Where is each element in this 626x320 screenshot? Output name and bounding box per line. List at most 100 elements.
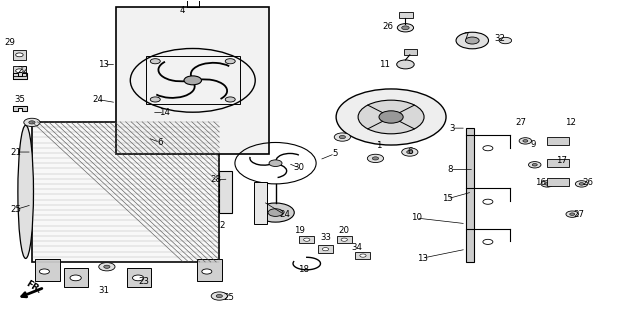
Text: 2: 2: [220, 221, 225, 230]
Circle shape: [465, 37, 479, 44]
Circle shape: [372, 157, 379, 160]
Circle shape: [483, 199, 493, 204]
Circle shape: [402, 148, 418, 156]
Circle shape: [150, 59, 160, 64]
Circle shape: [358, 100, 424, 134]
Circle shape: [483, 146, 493, 151]
Circle shape: [216, 294, 222, 298]
Circle shape: [579, 183, 584, 185]
Circle shape: [184, 76, 202, 85]
Text: 35: 35: [14, 95, 25, 104]
Bar: [146, 56, 240, 104]
Bar: [399, 12, 413, 18]
Text: 11: 11: [379, 60, 391, 69]
Bar: [116, 7, 269, 154]
Text: 34: 34: [351, 243, 362, 252]
Circle shape: [398, 24, 414, 32]
Circle shape: [39, 269, 49, 274]
Text: 26: 26: [582, 179, 593, 188]
Bar: [64, 268, 88, 287]
Circle shape: [336, 89, 446, 145]
Circle shape: [575, 181, 588, 187]
Circle shape: [322, 248, 329, 251]
Circle shape: [570, 213, 575, 215]
Circle shape: [407, 150, 413, 154]
Circle shape: [16, 53, 23, 57]
Text: 7: 7: [463, 32, 469, 41]
Polygon shape: [13, 73, 27, 79]
Circle shape: [211, 292, 227, 300]
Text: 8: 8: [448, 165, 453, 174]
Circle shape: [367, 154, 384, 163]
Circle shape: [523, 140, 528, 142]
Circle shape: [225, 97, 235, 102]
Circle shape: [150, 97, 160, 102]
Circle shape: [257, 203, 294, 222]
Text: 12: 12: [565, 118, 576, 127]
Text: 29: 29: [4, 38, 16, 47]
Circle shape: [339, 135, 346, 139]
Bar: [254, 182, 267, 224]
Text: 13: 13: [417, 254, 428, 263]
Text: 24: 24: [279, 210, 290, 219]
Circle shape: [70, 275, 81, 281]
Circle shape: [532, 164, 537, 166]
Bar: [32, 122, 219, 262]
Bar: [404, 49, 418, 55]
Text: 3: 3: [449, 124, 454, 132]
Text: 16: 16: [535, 179, 546, 188]
Text: 4: 4: [179, 6, 185, 15]
Circle shape: [379, 111, 403, 123]
Bar: [13, 50, 26, 60]
Circle shape: [541, 181, 553, 187]
Circle shape: [499, 37, 511, 44]
Text: 15: 15: [442, 194, 453, 204]
Text: 13: 13: [98, 60, 110, 69]
Text: 33: 33: [320, 233, 331, 242]
Text: 28: 28: [211, 175, 222, 184]
Text: 24: 24: [92, 95, 103, 104]
Text: 9: 9: [530, 140, 536, 149]
Bar: [547, 159, 569, 167]
Text: 20: 20: [339, 226, 350, 235]
Text: 6: 6: [408, 147, 413, 156]
Circle shape: [341, 238, 347, 241]
Circle shape: [456, 32, 488, 49]
Text: 30: 30: [294, 164, 305, 172]
Circle shape: [334, 133, 351, 141]
Bar: [337, 236, 352, 244]
Circle shape: [397, 60, 414, 69]
Bar: [547, 137, 569, 145]
Text: 21: 21: [11, 148, 22, 156]
Bar: [127, 268, 151, 287]
Text: 27: 27: [573, 210, 584, 219]
Circle shape: [519, 138, 531, 144]
Bar: [466, 128, 473, 262]
Circle shape: [104, 265, 110, 268]
Circle shape: [268, 209, 283, 216]
Circle shape: [528, 162, 541, 168]
Bar: [318, 245, 333, 253]
Text: 1: 1: [376, 141, 381, 150]
Text: 23: 23: [139, 276, 150, 285]
Circle shape: [566, 211, 578, 217]
Text: 25: 25: [223, 293, 234, 302]
Text: FR.: FR.: [24, 279, 43, 295]
Circle shape: [24, 118, 40, 126]
Polygon shape: [13, 106, 27, 111]
Text: 26: 26: [382, 22, 394, 31]
Text: 18: 18: [298, 265, 309, 275]
Bar: [197, 259, 222, 281]
Text: 14: 14: [159, 108, 170, 117]
Text: 22: 22: [17, 66, 28, 75]
Circle shape: [545, 183, 550, 185]
Circle shape: [360, 254, 366, 257]
Bar: [547, 179, 569, 186]
Text: 10: 10: [411, 213, 421, 222]
Text: 19: 19: [294, 226, 305, 235]
Bar: [35, 259, 60, 281]
Bar: [299, 236, 314, 244]
Text: 17: 17: [556, 156, 567, 165]
Bar: [356, 252, 371, 260]
Circle shape: [16, 69, 23, 73]
